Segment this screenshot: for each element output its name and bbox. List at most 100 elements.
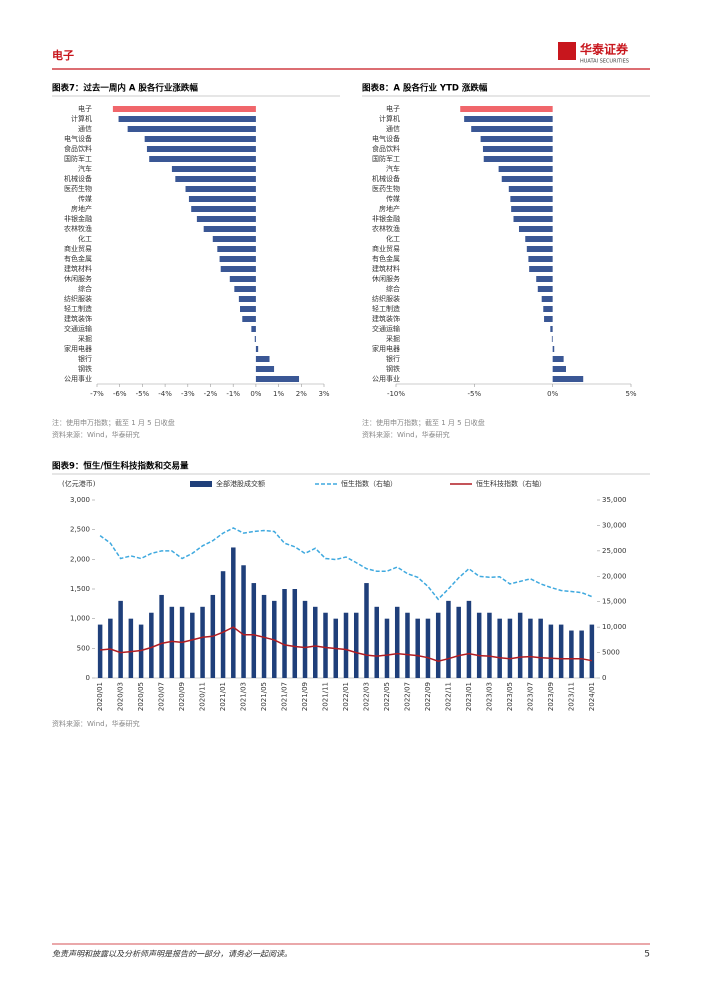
y2-tick-label: 15,000	[602, 598, 627, 606]
source: 资料来源：Wind，华泰研究	[52, 430, 140, 439]
bar	[220, 266, 256, 272]
y-tick-label: 0	[86, 674, 90, 682]
bar	[219, 256, 256, 262]
bar	[191, 206, 256, 212]
bar	[144, 136, 256, 142]
bar	[537, 286, 553, 292]
x-tick-label: 2024/01	[588, 682, 596, 711]
category-label: 电子	[386, 104, 400, 113]
category-label: 有色金属	[372, 254, 400, 263]
logo-cn: 华泰证券	[580, 42, 629, 57]
x-tick-label: 2023/09	[547, 682, 555, 711]
category-label: 有色金属	[64, 254, 92, 263]
bar	[394, 606, 400, 678]
category-label: 休闲服务	[372, 274, 400, 283]
bar	[261, 594, 267, 678]
y-tick-label: 500	[77, 644, 90, 652]
category-label: 通信	[386, 124, 400, 133]
category-label: 汽车	[78, 164, 92, 173]
bar	[513, 216, 553, 222]
bar	[128, 618, 134, 678]
x-tick-label: 2022/01	[342, 682, 350, 711]
x-tick-label: -10%	[387, 390, 405, 398]
bar	[435, 612, 441, 678]
category-label: 计算机	[379, 114, 400, 123]
x-tick-label: 2022/05	[383, 682, 391, 711]
category-label: 综合	[386, 284, 400, 293]
x-tick-label: -3%	[181, 390, 195, 398]
bar	[471, 126, 553, 132]
x-tick-label: 2021/09	[301, 682, 309, 711]
bar	[528, 256, 553, 262]
category-label: 商业贸易	[372, 244, 400, 253]
legend-label: 全部港股成交额	[216, 479, 265, 488]
bar	[425, 618, 431, 678]
x-tick-label: -1%	[226, 390, 240, 398]
category-label: 化工	[78, 234, 92, 243]
category-label: 通信	[78, 124, 92, 133]
category-label: 农林牧渔	[64, 224, 92, 233]
x-tick-label: 2021/05	[260, 682, 268, 711]
page-number: 5	[644, 950, 650, 960]
bar	[169, 606, 175, 678]
category-label: 轻工制造	[64, 304, 92, 313]
bar	[510, 196, 553, 202]
bar	[240, 306, 256, 312]
bar	[255, 346, 259, 352]
category-label: 电气设备	[372, 134, 400, 143]
bar	[552, 346, 555, 352]
logo-en: HUATAI SECURITIES	[580, 59, 629, 65]
x-tick-label: 2021/03	[240, 682, 248, 711]
category-label: 建筑材料	[64, 264, 92, 273]
bar	[282, 589, 287, 678]
category-label: 国防军工	[372, 154, 400, 163]
category-label: 传媒	[386, 194, 400, 203]
bar	[569, 630, 574, 678]
category-label: 综合	[78, 284, 92, 293]
category-label: 商业贸易	[64, 244, 92, 253]
category-label: 医药生物	[372, 184, 400, 193]
bar	[364, 583, 369, 678]
bar	[538, 618, 543, 678]
category-label: 公用事业	[64, 374, 92, 383]
bar	[251, 583, 257, 678]
category-label: 建筑材料	[372, 264, 400, 273]
category-label: 纺织服装	[64, 294, 92, 303]
category-label: 钢铁	[386, 364, 400, 373]
y-tick-label: 2,500	[70, 526, 90, 534]
x-tick-label: 2023/05	[506, 682, 514, 711]
category-label: 建筑装饰	[64, 314, 92, 323]
bar	[149, 612, 154, 678]
bar	[487, 612, 492, 678]
bar	[97, 624, 103, 678]
figure-title: 图表7：过去一周内 A 股各行业涨跌幅	[52, 83, 198, 94]
category-label: 机械设备	[372, 174, 400, 183]
bar	[551, 336, 553, 342]
bar	[541, 296, 553, 302]
y2-tick-label: 30,000	[602, 521, 627, 529]
y2-tick-label: 5000	[602, 649, 620, 657]
bar	[498, 166, 553, 172]
category-label: 家用电器	[64, 344, 92, 353]
bar	[200, 606, 205, 678]
bar	[456, 606, 461, 678]
x-tick-label: 0%	[547, 390, 558, 398]
bar	[118, 116, 256, 122]
category-label: 交通运输	[372, 324, 400, 333]
y-tick-label: 2,000	[70, 555, 90, 563]
bar	[501, 176, 553, 182]
y2-tick-label: 25,000	[602, 547, 627, 555]
bar	[220, 571, 226, 678]
legend-label: 恒生科技指数（右轴）	[476, 479, 546, 488]
legend-label: 恒生指数（右轴）	[341, 479, 397, 488]
category-label: 电气设备	[64, 134, 92, 143]
category-label: 食品饮料	[372, 144, 400, 153]
category-label: 食品饮料	[64, 144, 92, 153]
x-tick-label: 2023/11	[567, 682, 575, 711]
category-label: 计算机	[71, 114, 92, 123]
bar	[138, 624, 144, 678]
x-tick-label: -6%	[113, 390, 127, 398]
y2-tick-label: 10,000	[602, 623, 627, 631]
category-label: 采掘	[78, 334, 92, 343]
